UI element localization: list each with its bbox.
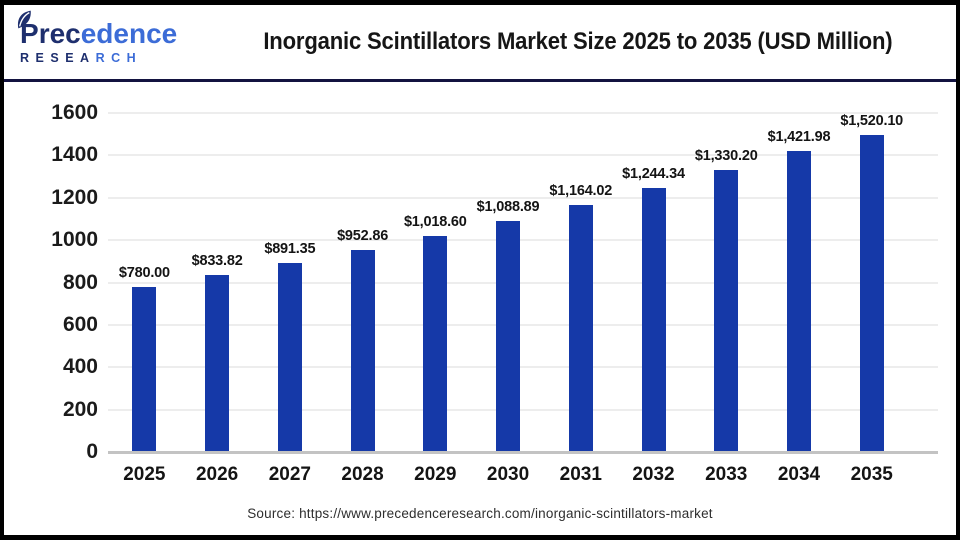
x-axis-label-2026: 2026 xyxy=(195,464,239,485)
bar-value-label-2031: $1,164.02 xyxy=(549,183,613,200)
bar-column-2032: $1,244.34 xyxy=(617,113,690,452)
x-axis-label-2035: 2035 xyxy=(850,464,893,485)
precedence-research-logo: Precedence RESEARCH xyxy=(4,10,199,66)
bar-2033 xyxy=(714,170,739,452)
bars-plot-area: $780.00 $833.82 $891.35 $952.86 $1,018.60 $1,… xyxy=(108,113,908,452)
bar-value-label-2029: $1,018.60 xyxy=(403,214,467,231)
bar-column-2029: $1,018.60 xyxy=(399,113,472,452)
bar-2029 xyxy=(423,236,448,452)
bar-column-2035: $1,520.10 xyxy=(835,113,908,452)
x-axis-label-2033: 2033 xyxy=(705,464,748,485)
y-axis-tick-label: 1400 xyxy=(51,143,98,167)
bar-2035 xyxy=(859,135,884,452)
bar-value-label-2027: $891.35 xyxy=(264,241,316,258)
x-axis-label-2025: 2025 xyxy=(123,464,166,485)
bar-column-2033: $1,330.20 xyxy=(690,113,763,452)
source-attribution: Source: https://www.precedenceresearch.c… xyxy=(247,506,713,521)
gridline xyxy=(108,408,938,411)
bar-2034 xyxy=(786,150,811,452)
x-axis-labels: 2025 2026 2027 2028 2029 2030 2031 2032 2033 2034… xyxy=(108,464,908,486)
gridline xyxy=(108,196,938,199)
logo-wordmark: Precedence xyxy=(17,10,199,49)
x-axis-label-2027: 2027 xyxy=(268,464,311,485)
bar-column-2025: $780.00 xyxy=(108,113,181,452)
logo-text-primary: rec xyxy=(38,17,81,49)
gridline xyxy=(108,112,938,114)
bar-column-2026: $833.82 xyxy=(181,113,254,452)
gridline xyxy=(108,366,938,369)
bar-column-2028: $952.86 xyxy=(326,113,399,452)
bar-value-label-2030: $1,088.89 xyxy=(476,199,540,216)
bar-column-2027: $891.35 xyxy=(253,113,326,452)
y-axis-tick-label: 200 xyxy=(62,397,98,421)
y-axis-tick-label: 400 xyxy=(62,355,98,379)
logo-text-secondary: edence xyxy=(80,17,178,49)
title-container: Inorganic Scintillators Market Size 2025… xyxy=(199,28,956,56)
x-axis-label-2028: 2028 xyxy=(341,464,384,485)
bar-2027 xyxy=(277,263,302,452)
bar-value-label-2028: $952.86 xyxy=(337,228,389,245)
bar-value-label-2034: $1,421.98 xyxy=(767,128,831,145)
bar-value-label-2025: $780.00 xyxy=(118,264,170,281)
logo-subtitle-primary: RESEA xyxy=(20,50,96,65)
header: Precedence RESEARCH Inorganic Scintillat… xyxy=(4,5,956,79)
x-axis-line xyxy=(108,451,938,454)
logo-text-initial: P xyxy=(20,17,39,49)
bar-2028 xyxy=(350,250,375,452)
bar-value-label-2026: $833.82 xyxy=(191,253,243,270)
y-axis-tick-label: 800 xyxy=(62,270,98,294)
x-axis-label-2031: 2031 xyxy=(559,464,602,485)
x-axis-label-2034: 2034 xyxy=(777,464,821,485)
chart-title: Inorganic Scintillators Market Size 2025… xyxy=(262,28,893,55)
bar-2031 xyxy=(568,205,593,452)
y-axis-tick-label: 1200 xyxy=(51,185,98,209)
bar-value-label-2035: $1,520.10 xyxy=(840,113,904,129)
gridline xyxy=(108,154,938,157)
leaf-icon xyxy=(17,10,31,28)
x-axis-label-2032: 2032 xyxy=(632,464,675,485)
bar-2030 xyxy=(496,221,521,452)
bar-2025 xyxy=(132,286,157,452)
x-axis-label-2030: 2030 xyxy=(486,464,530,485)
bar-column-2034: $1,421.98 xyxy=(763,113,836,452)
bar-column-2030: $1,088.89 xyxy=(472,113,545,452)
bar-chart: 0 200 400 600 800 1000 1200 1400 1600 $780.00 $83… xyxy=(4,82,956,534)
bar-value-label-2032: $1,244.34 xyxy=(622,166,685,183)
y-axis-tick-label: 1000 xyxy=(51,228,98,252)
bar-column-2031: $1,164.02 xyxy=(544,113,617,452)
bar-2026 xyxy=(205,275,230,452)
gridline xyxy=(108,239,938,242)
gridline xyxy=(108,281,938,284)
y-axis-tick-label: 1600 xyxy=(51,101,98,124)
y-axis-tick-label: 0 xyxy=(86,440,98,463)
bar-2032 xyxy=(641,188,666,452)
logo-subtitle: RESEARCH xyxy=(20,50,199,66)
gridline xyxy=(108,323,938,326)
logo-subtitle-secondary: RCH xyxy=(95,50,143,65)
header-divider xyxy=(4,79,956,82)
y-axis-tick-label: 600 xyxy=(62,312,98,336)
bar-value-label-2033: $1,330.20 xyxy=(694,148,758,165)
x-axis-label-2029: 2029 xyxy=(414,464,457,485)
